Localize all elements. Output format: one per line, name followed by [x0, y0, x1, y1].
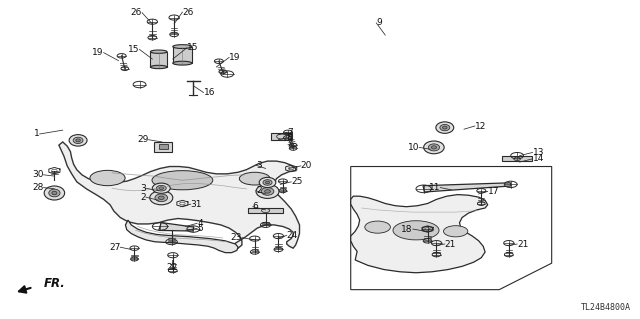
- Text: 7: 7: [287, 128, 292, 137]
- Ellipse shape: [150, 50, 167, 53]
- Ellipse shape: [259, 177, 276, 188]
- Text: 25: 25: [291, 177, 303, 186]
- Text: 12: 12: [475, 122, 486, 130]
- Text: 26: 26: [182, 8, 194, 17]
- Ellipse shape: [155, 194, 168, 202]
- Text: 4: 4: [197, 219, 203, 228]
- Ellipse shape: [261, 188, 274, 195]
- Polygon shape: [159, 223, 194, 231]
- Ellipse shape: [156, 185, 166, 191]
- Ellipse shape: [76, 139, 81, 142]
- Bar: [271, 133, 292, 140]
- Ellipse shape: [44, 186, 65, 200]
- Ellipse shape: [428, 144, 440, 151]
- Text: TL24B4800A: TL24B4800A: [580, 303, 630, 312]
- Ellipse shape: [173, 61, 192, 65]
- Ellipse shape: [440, 124, 450, 131]
- Text: 23: 23: [230, 233, 242, 242]
- Polygon shape: [351, 195, 488, 273]
- Text: 6: 6: [253, 202, 259, 211]
- Text: 19: 19: [229, 53, 241, 62]
- Ellipse shape: [73, 137, 83, 144]
- Text: FR.: FR.: [44, 278, 65, 290]
- Ellipse shape: [239, 172, 270, 185]
- Text: 10: 10: [408, 143, 419, 152]
- Text: 16: 16: [204, 88, 215, 97]
- Text: 20: 20: [301, 161, 312, 170]
- Text: 2: 2: [140, 193, 146, 202]
- Ellipse shape: [49, 189, 60, 197]
- Text: 9: 9: [376, 19, 382, 27]
- Ellipse shape: [158, 196, 164, 200]
- Ellipse shape: [173, 45, 192, 48]
- Bar: [173, 47, 192, 63]
- Ellipse shape: [424, 141, 444, 154]
- Bar: [502, 157, 532, 161]
- Text: 28: 28: [32, 183, 44, 192]
- Bar: [159, 144, 168, 149]
- Polygon shape: [125, 220, 238, 253]
- Text: 3: 3: [140, 184, 146, 193]
- Text: 19: 19: [92, 48, 104, 57]
- Ellipse shape: [52, 191, 57, 195]
- Text: 14: 14: [532, 154, 544, 163]
- Polygon shape: [423, 183, 511, 192]
- Ellipse shape: [393, 221, 439, 240]
- Ellipse shape: [69, 135, 87, 146]
- Ellipse shape: [444, 226, 468, 237]
- Text: 26: 26: [131, 8, 142, 17]
- Text: 17: 17: [488, 187, 499, 196]
- Text: 18: 18: [401, 225, 413, 234]
- Text: 21: 21: [517, 240, 529, 249]
- Ellipse shape: [263, 180, 272, 185]
- Text: 5: 5: [197, 224, 203, 233]
- Text: 31: 31: [191, 200, 202, 209]
- Ellipse shape: [266, 181, 269, 184]
- Text: 27: 27: [109, 243, 120, 252]
- Polygon shape: [59, 142, 300, 250]
- Text: 24: 24: [287, 231, 298, 240]
- Bar: [154, 142, 172, 152]
- Ellipse shape: [256, 184, 279, 198]
- Text: 13: 13: [532, 148, 544, 157]
- Ellipse shape: [150, 65, 167, 69]
- Text: 1: 1: [34, 130, 40, 138]
- Text: 11: 11: [429, 183, 440, 192]
- Text: 15: 15: [187, 43, 198, 52]
- Ellipse shape: [436, 122, 454, 133]
- Text: 30: 30: [32, 170, 44, 179]
- Text: 21: 21: [445, 240, 456, 249]
- Text: 15: 15: [128, 45, 140, 54]
- Text: 29: 29: [137, 135, 148, 144]
- Ellipse shape: [365, 221, 390, 233]
- Ellipse shape: [159, 187, 164, 189]
- Text: 22: 22: [166, 263, 177, 272]
- Ellipse shape: [152, 171, 212, 190]
- Ellipse shape: [150, 191, 173, 205]
- Text: 3: 3: [256, 161, 262, 170]
- Bar: [248, 208, 283, 213]
- Text: 8: 8: [287, 133, 292, 142]
- Bar: [150, 52, 167, 67]
- Ellipse shape: [90, 170, 125, 186]
- Ellipse shape: [431, 146, 436, 149]
- Ellipse shape: [265, 189, 270, 193]
- Ellipse shape: [443, 126, 447, 129]
- Ellipse shape: [152, 183, 170, 193]
- Text: 2: 2: [256, 186, 262, 195]
